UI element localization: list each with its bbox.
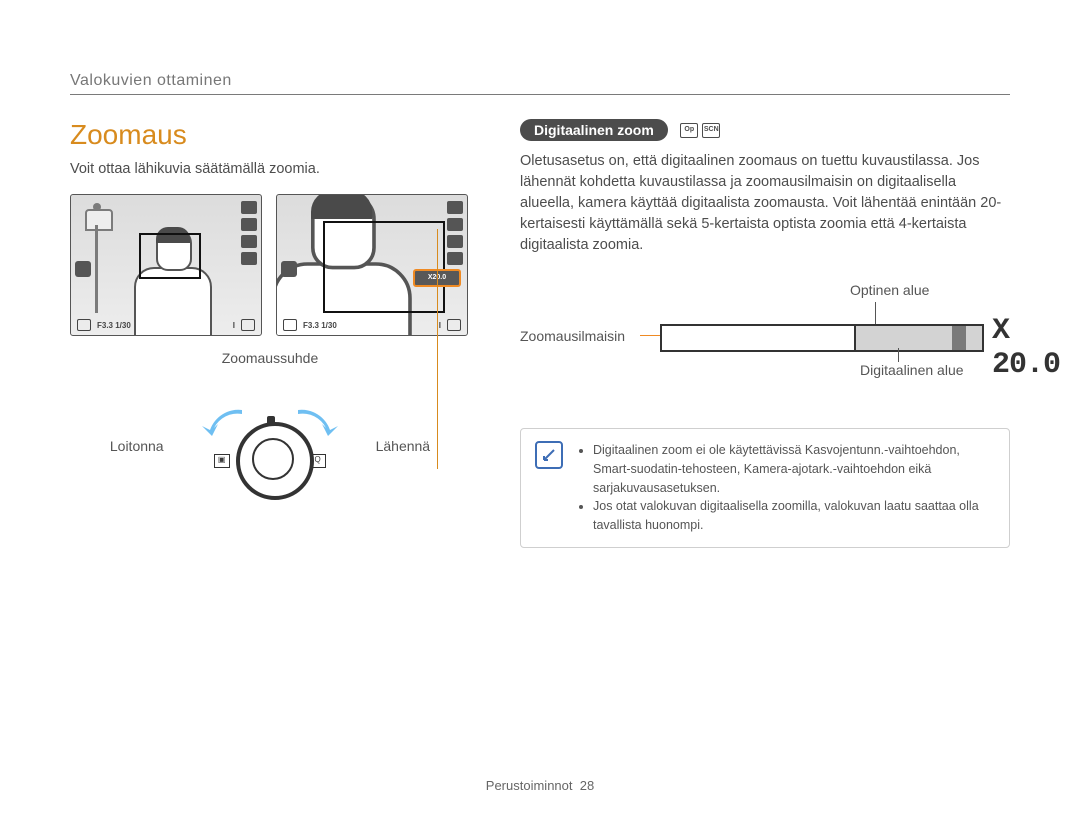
footer-section: Perustoiminnot <box>486 778 573 793</box>
battery-icon <box>447 319 461 331</box>
zoom-ring-illustration: ▣ Q <box>210 406 330 486</box>
zoom-out-icon: ▣ <box>214 454 230 468</box>
mode-icon <box>241 201 257 214</box>
camera-screen-wide: F3.3 1/30 I <box>70 194 262 336</box>
callout-line <box>437 229 438 469</box>
info-icon <box>535 441 563 469</box>
p-mode-icon: Op <box>680 123 698 138</box>
camera-icon <box>283 319 297 331</box>
zoom-out-label: Loitonna <box>110 438 164 454</box>
optical-range-label: Optinen alue <box>850 282 929 298</box>
timer-icon <box>241 235 257 248</box>
zoom-value: X 20.0 <box>992 314 1060 382</box>
flash-icon <box>241 252 257 265</box>
quality-icon <box>241 218 257 231</box>
page-heading: Zoomaus <box>70 119 470 151</box>
arrow-left-icon <box>202 406 244 436</box>
zoom-meter-diagram: Optinen alue Zoomausilmaisin X 20.0 Digi… <box>660 282 1010 392</box>
zoom-indicator-label: Zoomausilmaisin <box>520 328 625 344</box>
intro-text: Voit ottaa lähikuvia säätämällä zoomia. <box>70 159 470 180</box>
zoom-ratio-label: Zoomaussuhde <box>70 350 470 366</box>
digital-zoom-pill: Digitaalinen zoom <box>520 119 668 141</box>
arrow-right-icon <box>296 406 338 436</box>
note-item: Digitaalinen zoom ei ole käytettävissä K… <box>593 441 995 497</box>
camera-icon <box>77 319 91 331</box>
timer-icon <box>447 235 463 248</box>
section-title: Valokuvien ottaminen <box>70 72 1010 90</box>
exposure-label: F3.3 1/30 <box>303 321 337 330</box>
quality-icon <box>447 218 463 231</box>
stabilizer-icon <box>75 261 91 277</box>
focus-frame-icon <box>139 233 201 279</box>
zoom-in-label: Lähennä <box>376 438 431 454</box>
divider <box>70 94 1010 95</box>
note-box: Digitaalinen zoom ei ole käytettävissä K… <box>520 428 1010 548</box>
battery-icon <box>241 319 255 331</box>
focus-frame-icon <box>323 221 445 313</box>
note-item: Jos otat valokuvan digitaalisella zoomil… <box>593 497 995 535</box>
stabilizer-icon <box>281 261 297 277</box>
zoom-indicator-icon <box>952 326 966 350</box>
digital-zoom-paragraph: Oletusasetus on, että digitaalinen zooma… <box>520 151 1010 256</box>
mode-icon <box>447 201 463 214</box>
footer-page: 28 <box>580 778 594 793</box>
scn-mode-icon: SCN <box>702 123 720 138</box>
zoom-in-icon: Q <box>310 454 326 468</box>
flash-icon <box>447 252 463 265</box>
digital-range-label: Digitaalinen alue <box>860 362 964 378</box>
page-footer: Perustoiminnot 28 <box>0 778 1080 793</box>
exposure-label: F3.3 1/30 <box>97 321 131 330</box>
camera-screen-zoomed: X20.0 F3.3 1/30 I <box>276 194 468 336</box>
